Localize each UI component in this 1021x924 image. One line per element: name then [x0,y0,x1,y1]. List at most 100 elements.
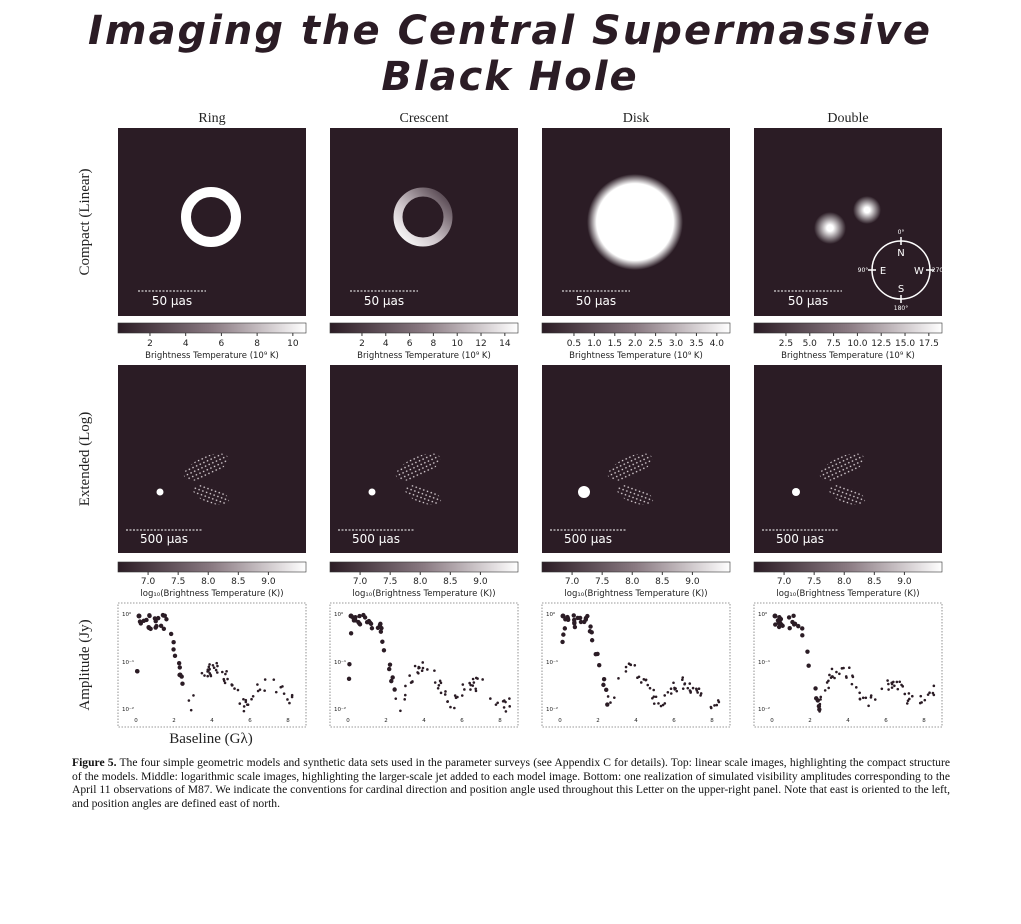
colorbar-tick-label: 1.5 [608,339,622,349]
colorbar-tick-label: 8.0 [837,577,852,587]
point [351,618,357,623]
x-tick-label: 0 [558,718,562,724]
y-tick-label: 10⁻² [334,706,346,713]
colorbar-tick-label: 9.0 [261,577,276,587]
scale-bar-label: 500 μas [776,532,824,546]
y-tick-label: 10⁻² [758,706,770,713]
point [378,629,384,634]
colorbar [117,322,307,334]
point [906,699,910,702]
colorbar [541,561,731,573]
point [661,703,665,707]
point [818,710,821,713]
point [858,697,862,701]
point [272,678,276,681]
compass-direction: W [914,266,924,277]
point [242,705,246,708]
point [469,688,472,691]
point [560,613,566,619]
point [919,694,923,698]
x-axis-label: Baseline (Gλ) [169,731,253,747]
point [652,688,656,692]
point [209,674,213,678]
point [825,681,829,684]
jet [819,453,865,481]
point [791,622,797,627]
point [180,681,185,686]
point [604,687,609,693]
point [778,616,784,622]
point [474,687,478,691]
colorbar-tick-label: 10.0 [847,339,867,349]
colorbar-label: log₁₀(Brightness Temperature (K)) [564,589,707,599]
point [776,624,782,630]
point [565,617,571,622]
x-tick-label: 6 [884,718,888,724]
title-line: Imaging the Central Supermassive [88,8,932,54]
colorbar-tick-label: 7.0 [565,577,580,587]
point [381,648,387,653]
point [699,692,703,695]
point [417,666,420,670]
colorbar-tick-label: 8.5 [231,577,245,587]
point [387,662,393,667]
colorbar-label: log₁₀(Brightness Temperature (K)) [352,589,495,599]
x-tick-label: 0 [770,718,774,724]
point [460,694,464,697]
colorbar-tick-label: 8.5 [867,577,881,587]
point [923,698,927,702]
point [380,639,385,644]
point [357,622,363,627]
point [263,678,267,681]
colorbar-tick-label: 7.5 [807,577,821,587]
point [709,706,713,710]
point [279,685,283,689]
point [286,698,289,701]
point [238,702,242,705]
plot-frame [753,602,943,728]
jet [183,453,229,481]
colorbar-tick-label: 4 [183,339,189,349]
point [369,626,375,631]
point [164,617,169,622]
colorbar-tick-label: 8 [431,339,437,349]
y-tick-label: 10⁰ [122,611,132,618]
point [403,693,407,697]
point [681,676,685,679]
point [476,677,479,680]
colorbar-label: Brightness Temperature (10⁹ K) [145,351,279,361]
point [639,681,643,684]
point [829,676,833,679]
colorbar-tick-label: 3.5 [689,339,703,349]
point [463,688,466,691]
point [688,682,692,685]
point [290,695,294,699]
point [508,705,512,708]
point [818,702,822,706]
point [578,619,584,625]
point [833,676,836,680]
point [387,666,392,672]
point [436,686,440,690]
compass-angle: 0° [898,229,905,236]
colorbar-tick-label: 12 [475,339,486,349]
point [589,638,595,643]
point [791,613,796,619]
point [715,703,719,707]
colorbar [329,322,519,334]
point [379,625,384,631]
point [646,683,650,687]
colorbar-tick-label: 8 [254,339,260,349]
row-label: Extended (Log) [77,412,93,507]
point [827,686,830,690]
x-tick-label: 8 [286,718,290,724]
point [211,663,215,667]
compass-direction: E [880,266,886,277]
point [606,695,610,698]
point [399,709,402,713]
point [258,688,262,691]
point [274,690,278,694]
colorbar-tick-label: 2.0 [628,339,643,349]
colorbar-tick-label: 6 [219,339,225,349]
